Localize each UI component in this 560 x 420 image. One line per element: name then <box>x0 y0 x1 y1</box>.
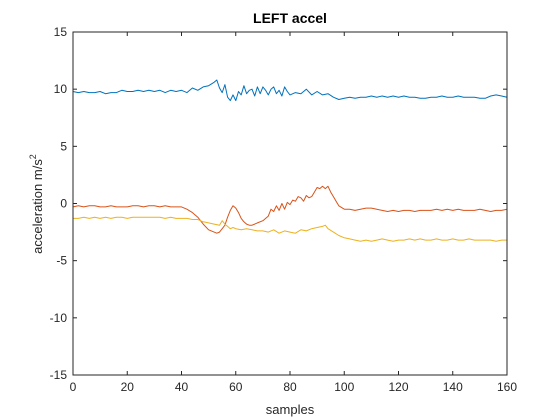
x-tick-label: 80 <box>283 380 297 394</box>
y-tick-label: 15 <box>54 25 68 39</box>
x-tick-label: 60 <box>229 380 243 394</box>
x-tick-label: 100 <box>334 380 354 394</box>
y-axis-label-superscript: 2 <box>28 154 38 159</box>
y-tick-label: 0 <box>60 197 67 211</box>
y-tick-label: 10 <box>54 82 68 96</box>
y-axis-label-text: acceleration m/s <box>30 159 45 254</box>
y-tick-label: -15 <box>50 368 68 382</box>
x-tick-label: 20 <box>121 380 135 394</box>
x-tick-label: 120 <box>388 380 408 394</box>
series-layer <box>72 79 508 242</box>
x-axis-label: samples <box>266 402 315 417</box>
tick-layer: 0 20 40 60 80 100 120 140 160 -15 -10 -5 0 5 10 15 <box>50 25 518 394</box>
y-tick-label: -10 <box>50 311 68 325</box>
chart-title: LEFT accel <box>253 10 327 26</box>
x-tick-label: 160 <box>497 380 517 394</box>
series-line-1 <box>72 79 508 102</box>
series-line-3 <box>73 216 507 242</box>
x-tick-label: 140 <box>443 380 463 394</box>
y-axis-label: acceleration m/s2 <box>28 154 45 254</box>
y-tick-label: 5 <box>60 139 67 153</box>
y-tick-label: -5 <box>56 254 67 268</box>
x-tick-label: 0 <box>70 380 77 394</box>
series-line-2 <box>72 185 508 234</box>
plot-area <box>73 32 507 375</box>
x-tick-label: 40 <box>175 380 189 394</box>
